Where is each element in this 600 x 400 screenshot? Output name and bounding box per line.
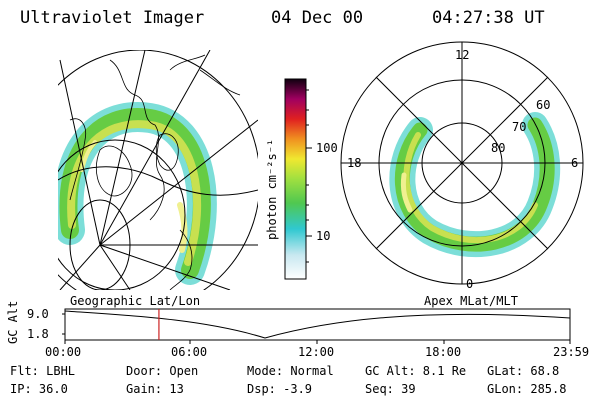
geographic-title: Geographic Lat/Lon [70,294,201,308]
mlt-label-12: 12 [455,48,470,62]
param-dsp: Dsp: -3.9 [247,382,313,396]
lat-label-70: 70 [512,120,527,134]
param-gc-alt: GC Alt: 8.1 Re [365,364,467,378]
geographic-map [58,50,258,290]
y-tick-1-8: 1.8 [27,327,49,341]
mlt-label-6: 6 [571,156,579,170]
mlt-label-18: 18 [347,156,362,170]
param-flt: Flt: LBHL [10,364,76,378]
mlt-label-0: 0 [466,277,474,291]
lat-label-60: 60 [536,98,551,112]
time-label: 04:27:38 UT [432,8,545,28]
map-coastlines [69,54,241,290]
lat-label-80: 80 [491,141,506,155]
x-tick-0600: 06:00 [171,345,208,359]
gc-alt-axis-label: GC Alt [6,300,20,344]
x-tick-1200: 12:00 [298,345,335,359]
date-label: 04 Dec 00 [271,8,364,28]
apex-title: Apex MLat/MLT [424,294,518,308]
color-bar [284,78,312,280]
param-gain: Gain: 13 [126,382,184,396]
timeline-ticks [62,313,571,344]
param-mode: Mode: Normal [247,364,334,378]
param-glon: GLon: 285.8 [487,382,567,396]
altitude-curve [64,310,571,339]
polar-plot [340,41,584,285]
param-seq: Seq: 39 [365,382,416,396]
param-door: Door: Open [126,364,199,378]
param-ip: IP: 36.0 [10,382,68,396]
y-tick-9: 9.0 [27,307,49,321]
polar-grid [340,41,584,285]
x-tick-2359: 23:59 [553,345,590,359]
colorbar-tick-100: 100 [316,141,338,155]
colorbar-tick-10: 10 [316,229,331,243]
map-grid [58,50,258,290]
x-tick-0000: 00:00 [45,345,82,359]
x-tick-1800: 18:00 [425,345,462,359]
colorbar-unit-label: photon cm⁻²s⁻¹ [265,138,279,240]
polar-aurora-oval [389,112,561,258]
instrument-title: Ultraviolet Imager [20,8,205,28]
timeline-panel [62,308,571,344]
param-glat: GLat: 68.8 [487,364,560,378]
